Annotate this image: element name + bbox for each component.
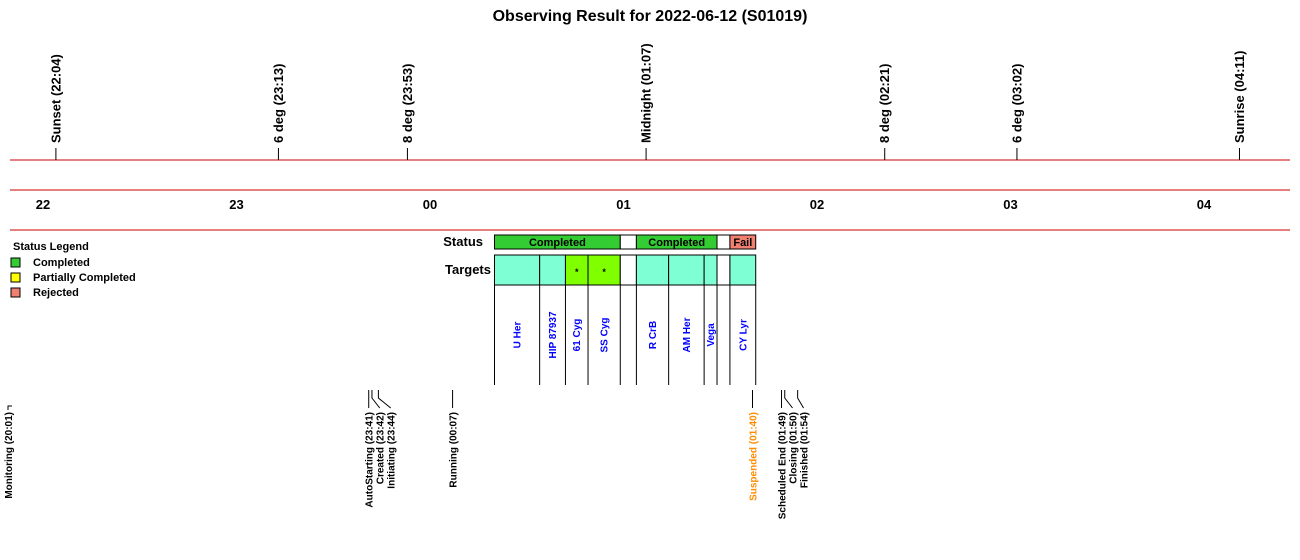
hour-label: 22 [36, 197, 50, 212]
twilight-label: 8 deg (02:21) [877, 64, 892, 143]
target-block [716, 254, 731, 286]
chart-title: Observing Result for 2022-06-12 (S01019) [493, 8, 808, 25]
event-markers: Monitoring (20:01) AutoStarting (23:41) Cr… [4, 390, 811, 519]
event-marker [371, 390, 381, 409]
hour-label: 23 [229, 197, 243, 212]
twilight-label: 6 deg (03:02) [1009, 64, 1024, 143]
target-block [729, 254, 757, 286]
time-axis: 22 23 00 01 02 03 04 [10, 159, 1290, 231]
twilight-label: 8 deg (23:53) [400, 64, 415, 143]
twilight-label: Sunrise (04:11) [1232, 51, 1247, 144]
status-row-label: Status [443, 234, 483, 249]
legend-item-label: Rejected [33, 287, 79, 299]
event-label: Finished (01:54) [800, 412, 811, 488]
legend-swatch [10, 287, 21, 298]
target-mark: * [602, 267, 606, 277]
event-label: Scheduled End (01:49) [778, 412, 789, 519]
target-block [668, 254, 705, 286]
status-segment [619, 234, 637, 250]
twilight-label: 6 deg (23:13) [271, 64, 286, 143]
twilight-label: Midnight (01:07) [639, 43, 654, 143]
target-name: R CrB [648, 321, 659, 349]
target-block [494, 254, 541, 286]
target-blocks: U Her HIP 87937 * 61 Cyg * SS Cyg R CrB AM Her V… [494, 254, 757, 385]
status-segment [716, 234, 731, 250]
target-block [619, 254, 637, 286]
event-label: Running (00:07) [449, 412, 460, 488]
event-label: Closing (01:50) [789, 412, 800, 484]
target-name: Vega [706, 323, 717, 347]
targets-row-label: Targets [445, 262, 491, 277]
target-block [703, 254, 718, 286]
status-segment-label: Completed [648, 237, 705, 249]
twilight-label: Sunset (22:04) [48, 54, 63, 143]
status-bar: Completed Completed Fail [494, 234, 757, 250]
target-name: CY Lyr [738, 319, 749, 351]
event-label: Initiating (23:44) [387, 412, 398, 489]
event-marker [377, 390, 392, 409]
legend-item-label: Partially Completed [33, 272, 136, 284]
status-segment-label: Fail [733, 237, 752, 249]
status-segment [729, 234, 757, 250]
target-name: AM Her [682, 317, 693, 352]
event-label: AutoStarting (23:41) [365, 412, 376, 508]
hour-label: 03 [1003, 197, 1017, 212]
hour-label: 01 [616, 197, 630, 212]
target-block [539, 254, 566, 286]
hour-label: 02 [810, 197, 824, 212]
event-marker [784, 390, 793, 409]
target-name: 61 Cyg [572, 319, 583, 352]
status-segment-label: Completed [529, 237, 586, 249]
event-marker [797, 390, 804, 409]
target-name: U Her [513, 322, 524, 349]
hour-label: 00 [423, 197, 437, 212]
target-block [635, 254, 670, 286]
event-label: Suspended (01:40) [749, 412, 760, 501]
event-label: Monitoring (20:01) [4, 412, 15, 499]
twilight-markers: Sunset (22:04) 6 deg (23:13) 8 deg (23:53)… [48, 43, 1247, 160]
event-label: Created (23:42) [376, 412, 387, 484]
event-marker [7, 405, 12, 410]
target-block [587, 254, 621, 286]
legend-title: Status Legend [13, 241, 89, 253]
legend-item-label: Completed [33, 257, 90, 269]
hour-label: 04 [1197, 197, 1212, 212]
target-name: HIP 87937 [548, 311, 559, 359]
legend-swatch [10, 257, 21, 268]
status-legend: Status Legend Completed Partially Complet… [10, 241, 136, 299]
target-name: SS Cyg [600, 317, 611, 352]
legend-swatch [10, 272, 21, 283]
target-mark: * [575, 267, 579, 277]
